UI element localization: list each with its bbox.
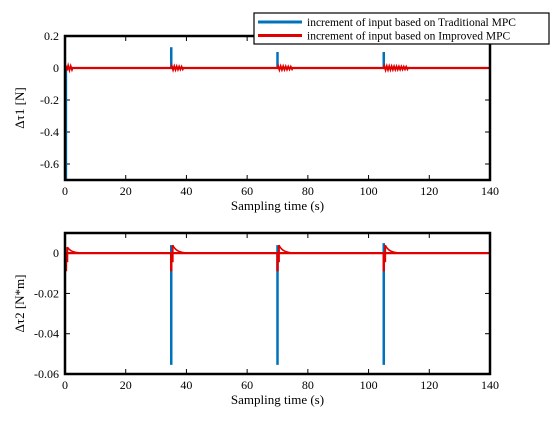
x-tick-label: 60 — [241, 378, 253, 392]
y-tick-label: 0 — [53, 246, 59, 260]
x-tick-label: 40 — [180, 184, 192, 198]
x-tick-label: 60 — [241, 184, 253, 198]
oscillation-improved — [382, 62, 409, 74]
y-tick-label: -0.6 — [40, 157, 59, 171]
series-improved-mpc — [64, 62, 490, 74]
y-tick-label: -0.2 — [40, 93, 59, 107]
legend-entry: increment of input based on Improved MPC — [307, 31, 510, 43]
y-tick-label: 0.2 — [44, 29, 59, 43]
y-axis-label: Δτ2 [N*m] — [12, 275, 27, 333]
subplot-1: 0 20 40 60 80 100 120 140 0.2 0 -0.2 -0.4 -0.6 Sampli… — [12, 29, 499, 213]
x-tick-label: 120 — [420, 184, 438, 198]
transient-decay-improved — [384, 244, 402, 254]
subplot-2: 0 20 40 60 80 100 120 140 0 -0.02 -0.04 -0.06 Sampli… — [12, 231, 499, 407]
x-tick-label: 120 — [420, 378, 438, 392]
x-tick-label: 140 — [481, 378, 499, 392]
x-tick-label: 20 — [120, 378, 132, 392]
y-tick-label: -0.06 — [34, 367, 59, 381]
x-tick-label: 20 — [120, 184, 132, 198]
transient-decay-improved — [66, 246, 85, 254]
oscillation-improved — [64, 62, 74, 74]
x-tick-label: 40 — [180, 378, 192, 392]
oscillation-improved — [170, 62, 185, 73]
y-tick-label: -0.02 — [34, 286, 59, 300]
x-axis-label: Sampling time (s) — [231, 198, 324, 213]
x-tick-label: 100 — [360, 378, 378, 392]
axes-frame — [63, 231, 492, 376]
transient-decay-improved — [171, 244, 190, 254]
y-tick-label: 0 — [53, 61, 59, 75]
y-tick-label: -0.4 — [40, 125, 59, 139]
x-tick-label: 80 — [302, 378, 314, 392]
x-tick-label: 0 — [62, 378, 68, 392]
transient-decay-improved — [278, 244, 296, 254]
legend-entry: increment of input based on Traditional … — [307, 17, 516, 29]
legend-box — [253, 12, 550, 45]
series-improved-mpc — [64, 244, 490, 272]
oscillation-improved — [276, 62, 294, 73]
x-tick-label: 80 — [302, 184, 314, 198]
x-tick-label: 100 — [360, 184, 378, 198]
y-tick-label: -0.04 — [34, 327, 59, 341]
x-tick-label: 140 — [481, 184, 499, 198]
x-axis-label: Sampling time (s) — [231, 392, 324, 407]
x-tick-label: 0 — [62, 184, 68, 198]
legend: increment of input based on Traditional … — [253, 12, 550, 45]
y-axis-label: Δτ1 [N] — [12, 87, 27, 128]
